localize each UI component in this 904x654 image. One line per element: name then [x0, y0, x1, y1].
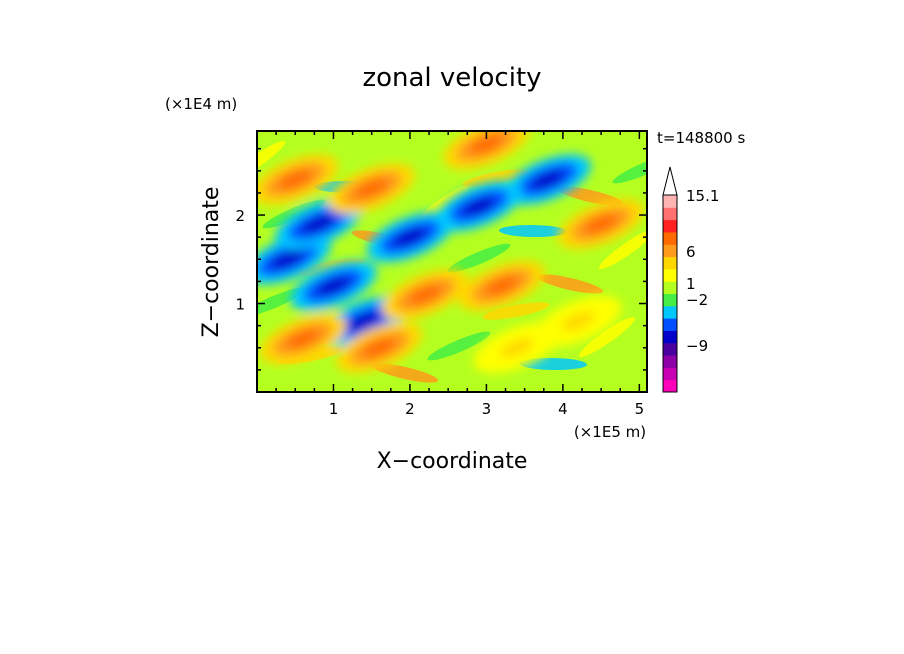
feature-blob-min	[504, 154, 591, 205]
x-axis: 1 2 3 4 5	[275, 131, 645, 418]
colorbar-label: 6	[686, 243, 696, 261]
y-axis-unit: (×1E4 m)	[165, 95, 237, 113]
colorbar-segment	[663, 219, 677, 233]
colorbar-extend-arrow	[662, 166, 678, 196]
wave-band	[447, 243, 511, 273]
feature-blob-max	[557, 198, 645, 250]
colorbar-segment	[663, 293, 677, 307]
colorbar-segment	[663, 342, 677, 356]
wave-bands	[257, 140, 647, 383]
wave-band	[482, 302, 550, 320]
feature-blob-min	[435, 180, 523, 232]
colorbar-segment	[663, 256, 677, 270]
colorbar-segment	[663, 330, 677, 344]
wave-band	[499, 224, 567, 238]
colorbar-segment	[663, 318, 677, 331]
colorbar-segment	[663, 305, 677, 319]
colorbar-segment	[663, 355, 677, 368]
feature-blob-max	[336, 322, 423, 374]
y-axis-label: Z−coordinate	[199, 187, 224, 338]
wave-band	[598, 228, 647, 270]
wave-band	[371, 363, 439, 383]
colorbar-segment	[663, 244, 677, 258]
colorbar-frame	[662, 194, 678, 393]
colorbar-label: −2	[686, 291, 708, 309]
colorbar-segment	[663, 379, 677, 393]
feature-blob-min	[366, 211, 454, 263]
colorbar-segment	[663, 367, 677, 381]
wave-band	[462, 169, 530, 187]
x-axis-label: X−coordinate	[377, 449, 528, 474]
chart-title: zonal velocity	[362, 63, 541, 93]
feature-blob-mid	[534, 295, 622, 347]
feature-blob-max	[381, 269, 469, 320]
colorbar-segment	[663, 231, 677, 245]
feature-blob-max	[328, 163, 416, 214]
colorbar: 15.1 6 1−2 −9	[662, 166, 719, 393]
wave-band	[556, 186, 624, 206]
wave-band	[612, 154, 647, 184]
wave-band	[427, 331, 491, 361]
feature-blob-min	[290, 260, 377, 312]
wave-band	[257, 140, 286, 182]
plot-frame	[256, 130, 648, 393]
time-label: t=148800 s	[657, 129, 745, 147]
wave-band	[519, 357, 587, 371]
x-tick-label: 1	[329, 400, 339, 418]
y-axis: 12	[235, 147, 647, 371]
y-tick-label: 1	[235, 296, 245, 314]
x-axis-unit: (×1E5 m)	[574, 423, 646, 441]
wave-band	[536, 274, 604, 294]
x-tick-label: 5	[635, 400, 645, 418]
feature-blob-max	[259, 313, 347, 365]
y-tick-label: 2	[235, 207, 245, 225]
wave-band	[578, 316, 636, 358]
plot-area	[257, 131, 647, 392]
colorbar-segment	[663, 207, 677, 221]
colorbar-segment	[663, 195, 677, 208]
colorbar-label: 15.1	[686, 187, 719, 205]
wave-band	[257, 287, 306, 317]
feature-blob-max	[458, 260, 546, 312]
x-tick-label: 4	[558, 400, 568, 418]
colorbar-segment	[663, 268, 677, 282]
x-tick-label: 2	[405, 400, 415, 418]
colorbar-label: −9	[686, 337, 708, 355]
colorbar-label: 1	[686, 275, 696, 293]
feature-blobs	[257, 131, 645, 374]
colorbar-segment	[663, 281, 677, 294]
x-tick-label: 3	[482, 400, 492, 418]
feature-blob-max	[257, 154, 339, 205]
